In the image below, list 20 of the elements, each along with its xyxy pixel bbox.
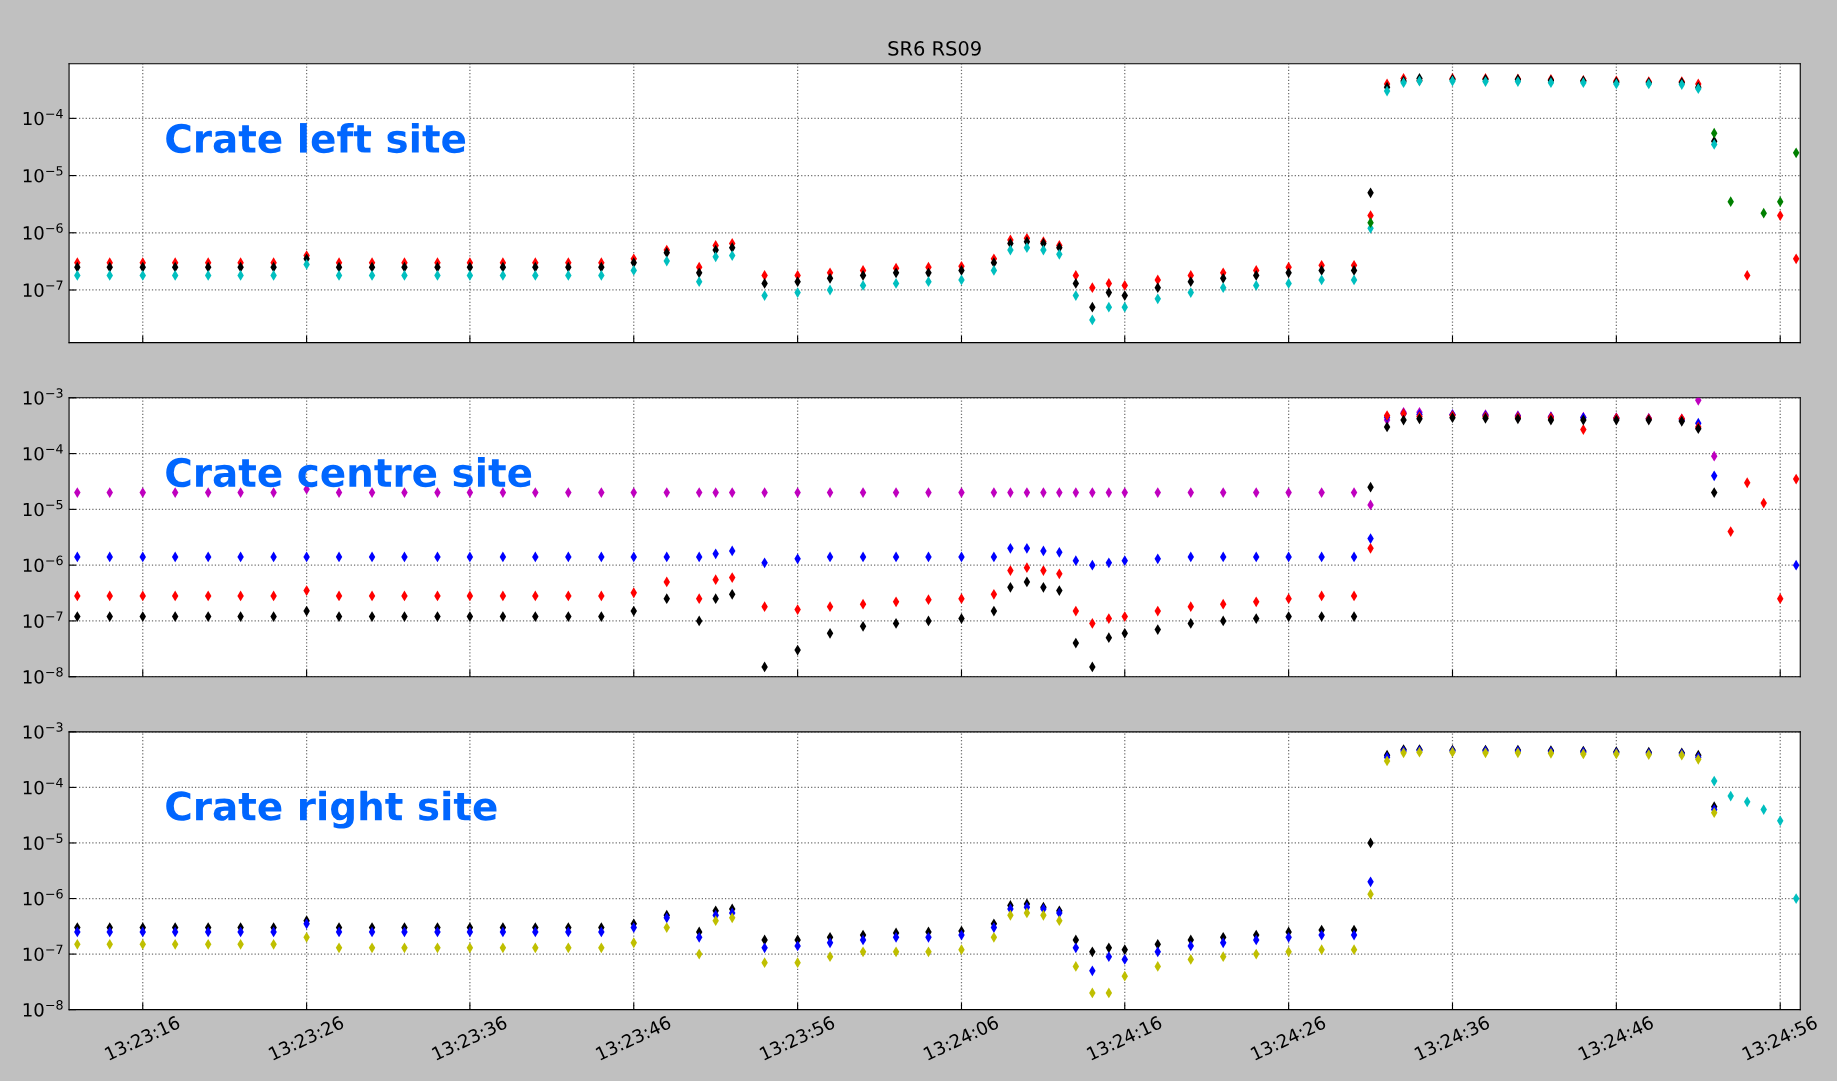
chart-title: SR6 RS09 (888, 41, 981, 56)
y-tick-label: 10$^{−8}$ (23, 1000, 63, 1017)
annotation: Crate left site (166, 123, 466, 154)
y-tick-label: 10$^{−7}$ (23, 611, 63, 628)
y-tick-label: 10$^{−5}$ (23, 833, 63, 850)
y-tick-label: 10$^{−4}$ (23, 778, 63, 795)
y-tick-label: 10$^{−5}$ (23, 499, 63, 517)
y-tick-label: 10$^{−7}$ (23, 280, 63, 297)
y-tick-label: 10$^{−5}$ (23, 166, 63, 183)
y-tick-label: 10$^{−7}$ (23, 944, 63, 962)
y-tick-label: 10$^{−4}$ (23, 444, 63, 461)
y-tick-label: 10$^{−8}$ (23, 667, 63, 684)
y-tick-label: 10$^{−6}$ (23, 223, 63, 240)
y-tick-label: 10$^{−4}$ (23, 108, 63, 126)
annotation: Crate centre site (166, 457, 532, 488)
y-tick-label: 10$^{−6}$ (23, 555, 63, 573)
annotation: Crate right site (166, 790, 497, 829)
y-tick-label: 10$^{−6}$ (23, 888, 63, 906)
y-tick-label: 10$^{−3}$ (23, 388, 63, 405)
y-tick-label: 10$^{−3}$ (23, 722, 63, 739)
